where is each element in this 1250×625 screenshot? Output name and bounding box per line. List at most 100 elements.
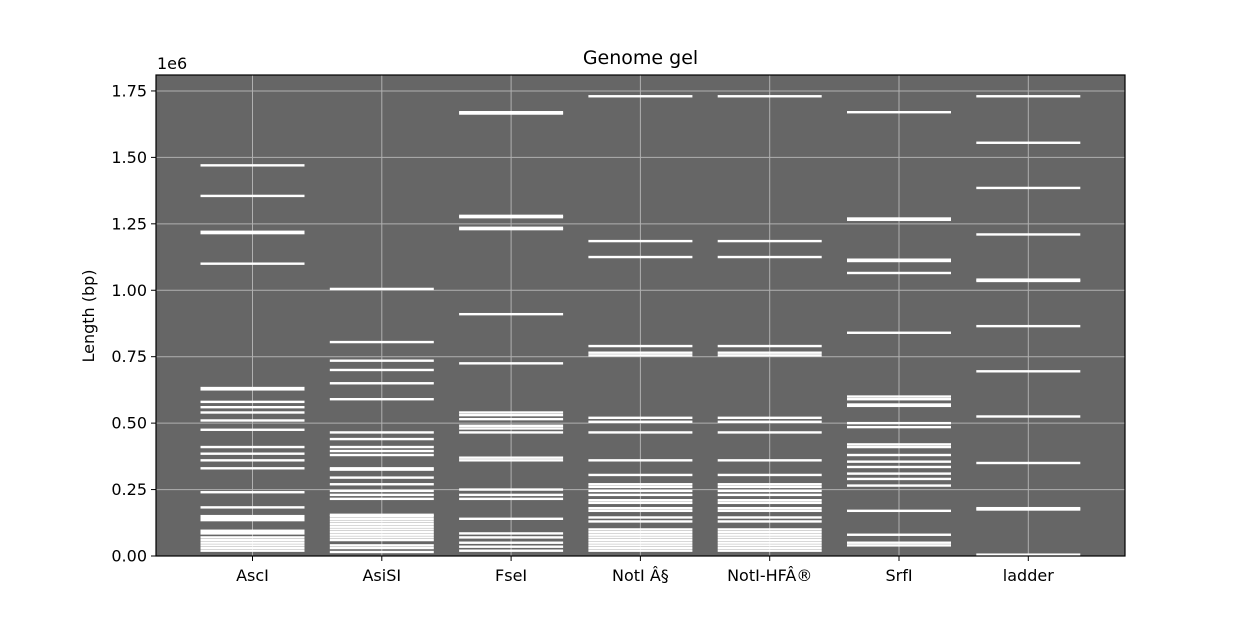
gel-band [717, 354, 822, 357]
gel-band [329, 476, 434, 479]
gel-band [459, 488, 564, 491]
gel-band [200, 506, 305, 509]
gel-band [976, 279, 1081, 283]
gel-band [847, 258, 951, 261]
gel-band [717, 493, 822, 497]
gel-band [200, 164, 305, 167]
gel-band [847, 217, 951, 220]
gel-band [717, 351, 822, 354]
gel-band [847, 484, 951, 487]
gel-band [329, 437, 434, 441]
gel-band [847, 544, 951, 547]
gel-band [717, 431, 822, 434]
gel-band [459, 226, 564, 230]
gel-band [200, 544, 305, 547]
gel-band [200, 517, 305, 520]
gel-band [588, 473, 693, 477]
gel-band [200, 262, 305, 265]
gel-band [329, 467, 434, 470]
x-tick-label: FseI [495, 566, 527, 585]
gel-band [329, 468, 434, 471]
gel-band [459, 362, 564, 365]
y-tick-label: 1.75 [111, 81, 147, 100]
gel-band [329, 550, 434, 554]
gel-band [329, 398, 434, 401]
gel-band [588, 549, 693, 552]
gel-band [847, 259, 951, 263]
gel-band [329, 514, 434, 518]
gel-band [329, 538, 434, 542]
gel-band [847, 404, 951, 408]
gel-band [200, 452, 305, 455]
gel-band [976, 461, 1081, 465]
gel-band [329, 544, 434, 547]
gel-band [976, 506, 1081, 510]
gel-band [588, 344, 693, 348]
gel-band [459, 456, 564, 459]
gel-band [976, 95, 1081, 98]
gel-band [200, 546, 305, 550]
gel-band [329, 522, 434, 526]
grid [156, 75, 1125, 557]
gel-band [588, 530, 693, 534]
gel-band [329, 445, 434, 449]
gel-band [588, 533, 693, 536]
gel-band [329, 382, 434, 385]
gel-band [200, 536, 305, 539]
gel-band [459, 411, 564, 414]
gel-band [588, 501, 693, 505]
gel-band [717, 473, 822, 477]
y-tick-label: 0.25 [111, 480, 147, 499]
gel-band [847, 460, 951, 463]
gel-band [459, 112, 564, 115]
gel-band [200, 532, 305, 535]
gel-band [200, 419, 305, 422]
gel-band [847, 541, 951, 544]
gel-band [459, 459, 564, 462]
gel-band [200, 530, 305, 534]
gel-band [717, 459, 822, 462]
gel-band [329, 546, 434, 550]
gel-band [329, 513, 434, 517]
gel-band [717, 544, 822, 547]
gel-band [200, 538, 305, 542]
gel-band [200, 516, 305, 519]
gel-band [329, 528, 434, 531]
gel-band [717, 506, 822, 510]
gel-band [588, 255, 693, 259]
bands [200, 95, 1081, 556]
gel-band [717, 520, 822, 523]
gel-band [588, 536, 693, 539]
gel-band [976, 415, 1081, 418]
gel-band [976, 508, 1081, 511]
gel-band [200, 230, 305, 233]
gel-band [200, 541, 305, 544]
gel-band [200, 549, 305, 552]
gel-band [329, 530, 434, 534]
gel-band [847, 509, 951, 513]
gel-band [588, 489, 693, 493]
gel-band [200, 400, 305, 404]
gel-band [847, 425, 951, 429]
gel-band [717, 239, 822, 243]
gel-band [588, 528, 693, 531]
gel-band [588, 485, 693, 489]
gel-band [588, 459, 693, 462]
gel-band [717, 533, 822, 536]
gel-band [717, 509, 822, 513]
gel-band [329, 517, 434, 520]
gel-band [847, 465, 951, 469]
gel-band [976, 553, 1081, 556]
gel-band [717, 536, 822, 539]
gel-band [847, 395, 951, 398]
gel-band [847, 331, 951, 334]
gel-band [459, 532, 564, 535]
gel-band [459, 413, 564, 417]
y-tick-label: 0.00 [111, 547, 147, 566]
gel-band [459, 536, 564, 539]
x-tick-label: NotI-HFÂ® [727, 566, 812, 585]
gel-band [200, 445, 305, 449]
gel-band [847, 445, 951, 449]
gel-band [588, 483, 693, 486]
gel-band [976, 324, 1081, 328]
